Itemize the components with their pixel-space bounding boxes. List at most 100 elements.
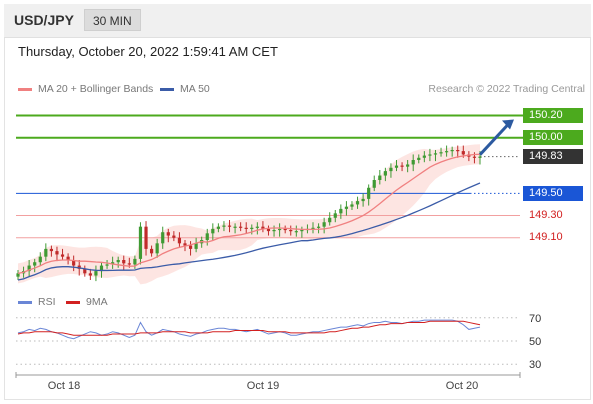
- candle-body: [16, 273, 20, 277]
- candle-body: [122, 260, 126, 264]
- candle-body: [361, 198, 365, 202]
- ma20-swatch: [18, 87, 32, 91]
- forecast-arrow-head: [502, 119, 514, 130]
- candle-body: [261, 226, 265, 229]
- candle-body: [66, 256, 70, 260]
- candle-body: [322, 222, 326, 227]
- chart-frame: [4, 4, 591, 400]
- candle-body: [49, 248, 53, 252]
- candle-body: [239, 226, 243, 228]
- nine-ma-label: 9MA: [86, 296, 108, 308]
- candle-body: [133, 258, 137, 265]
- candle-body: [60, 254, 65, 257]
- candle-body: [472, 156, 477, 158]
- ma50-swatch: [160, 87, 174, 91]
- candle-body: [72, 260, 76, 266]
- candle-body: [149, 248, 154, 254]
- candle-body: [255, 226, 259, 228]
- candle-body: [155, 243, 159, 254]
- candle-body: [294, 231, 298, 233]
- candle-body: [350, 204, 354, 207]
- candle-body: [422, 155, 426, 158]
- candle-body: [216, 226, 220, 229]
- rsi-tick-label: 70: [529, 313, 541, 325]
- candle-body: [88, 273, 92, 276]
- candle-body: [183, 243, 187, 246]
- candle-body: [328, 217, 332, 223]
- ma20-label: MA 20 + Bollinger Bands: [38, 83, 154, 95]
- candle-body: [33, 262, 37, 266]
- credit-text: Research © 2022 Trading Central: [428, 83, 585, 95]
- candle-body: [339, 208, 343, 214]
- candle-body: [316, 226, 321, 228]
- candle-body: [445, 151, 449, 153]
- rsi-ma-line: [17, 320, 481, 336]
- candle-body: [250, 227, 254, 229]
- candle-body: [161, 232, 165, 244]
- forecast-arrow-shaft: [478, 123, 510, 156]
- candle-body: [311, 227, 315, 229]
- x-tick-label: Oct 18: [48, 380, 80, 392]
- candle-body: [138, 226, 143, 259]
- candle-body: [188, 245, 193, 249]
- ma50-label: MA 50: [180, 83, 210, 95]
- candle-body: [406, 164, 410, 167]
- x-tick-label: Oct 20: [446, 380, 478, 392]
- candle-body: [177, 237, 182, 244]
- candle-body: [244, 227, 248, 229]
- candle-body: [211, 228, 215, 234]
- timestamp: Thursday, October 20, 2022 1:59:41 AM CE…: [18, 44, 278, 59]
- x-tick-label: Oct 19: [247, 380, 279, 392]
- candle-body: [94, 271, 98, 276]
- candle-body: [400, 165, 404, 167]
- nine-ma-swatch: [66, 300, 80, 304]
- candle-body: [450, 150, 454, 152]
- candle-body: [233, 226, 237, 228]
- legend-9ma: 9MA: [66, 296, 108, 308]
- candle-body: [166, 232, 170, 236]
- candle-body: [144, 226, 148, 249]
- candle-body: [38, 256, 42, 263]
- candle-body: [394, 165, 399, 168]
- level-label-support: 149.10: [529, 231, 563, 244]
- candle-body: [266, 228, 271, 232]
- candle-body: [378, 175, 382, 180]
- candle-body: [411, 160, 415, 165]
- candle-body: [194, 243, 198, 249]
- candle-body: [227, 225, 232, 227]
- level-label-resistance: 150.20: [523, 108, 583, 124]
- candle-body: [456, 150, 460, 152]
- candle-body: [461, 151, 465, 155]
- candle-body: [389, 167, 393, 172]
- candle-body: [205, 233, 209, 240]
- candle-body: [300, 230, 304, 232]
- rsi-tick-label: 50: [529, 336, 541, 348]
- candle-body: [439, 152, 443, 154]
- candle-body: [83, 268, 87, 274]
- level-label-current: 149.83: [523, 149, 583, 165]
- candle-body: [272, 230, 276, 232]
- candle-body: [116, 260, 120, 263]
- legend-ma20: MA 20 + Bollinger Bands: [18, 83, 153, 95]
- candle-body: [433, 153, 438, 155]
- candle-body: [127, 263, 131, 265]
- candle-body: [278, 228, 282, 231]
- candle-body: [367, 187, 371, 199]
- candle-body: [344, 206, 349, 209]
- candle-body: [372, 180, 376, 188]
- candle-body: [333, 213, 337, 218]
- bollinger-band: [18, 144, 480, 285]
- candle-body: [383, 171, 387, 176]
- chart-header: USD/JPY 30 MIN: [4, 4, 591, 38]
- candle-body: [111, 262, 115, 265]
- candle-body: [105, 264, 109, 266]
- candle-body: [428, 154, 432, 156]
- candle-body: [283, 228, 287, 231]
- candle-body: [417, 157, 421, 160]
- ma50-line: [17, 182, 481, 281]
- candle-body: [222, 225, 226, 227]
- timeframe-button[interactable]: 30 MIN: [84, 9, 141, 31]
- legend-rsi: RSI: [18, 296, 56, 308]
- level-label-resistance: 150.00: [523, 130, 583, 146]
